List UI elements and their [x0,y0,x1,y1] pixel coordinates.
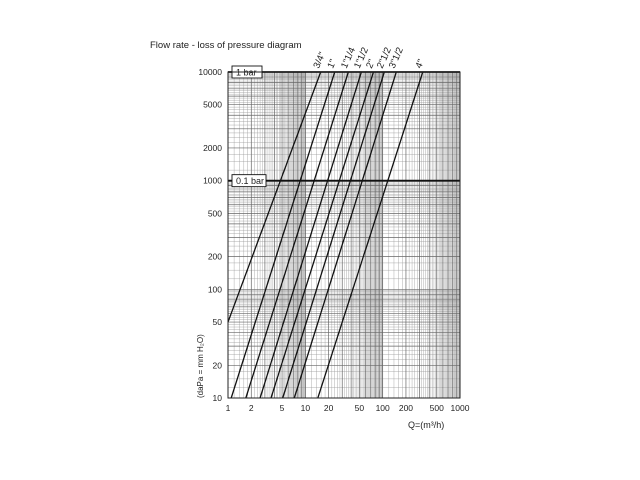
y-tick-label: 20 [213,360,223,370]
series-label: 1" [325,58,339,70]
x-tick-label: 500 [430,403,444,413]
x-axis-label: Q=(m³/h) [408,420,444,430]
x-tick-label: 10 [301,403,311,413]
minor-grid [228,72,460,398]
plot-frame [227,71,461,399]
series-line [245,71,349,399]
series-line [259,71,362,399]
series-label: 3/4" [311,51,328,71]
x-tick-label: 50 [355,403,365,413]
y-tick-label: 1000 [203,176,222,186]
y-tick-label: 200 [208,252,222,262]
x-tick-label: 1000 [451,403,470,413]
x-tick-label: 2 [249,403,254,413]
x-tick-label: 100 [376,403,390,413]
x-tick-label: 5 [280,403,285,413]
annotation-box [231,174,267,188]
series-line [230,71,336,399]
series-labels: 3/4"1" 1"1/41"1/22"2"1/23"1/2 4" [311,46,427,70]
y-tick-label: 5000 [203,100,222,110]
y-tick-label: 2000 [203,143,222,153]
series-line [227,71,322,323]
y-tick-label: 100 [208,284,222,294]
series-label: 4" [413,58,427,70]
series-line [317,71,424,399]
series-label: 2" [364,58,378,70]
x-tick-labels: 1 2 5 10 20 50 100 200 500 1000 [226,403,470,413]
y-tick-label: 50 [213,317,223,327]
x-tick-label: 20 [324,403,334,413]
major-grid [227,72,461,399]
series-line [293,71,397,399]
y-tick-labels: 10 20 50 100 200 500 1000 2000 5000 10000 [198,67,222,403]
series-line [282,71,385,399]
y-tick-label: 500 [208,208,222,218]
x-tick-label: 200 [399,403,413,413]
y-axis-label: (daPa = mm H₂O) [196,334,205,398]
series-lines [227,71,424,399]
x-tick-label: 1 [226,403,231,413]
annotation-label: 0.1 bar [236,176,264,186]
y-tick-label: 10 [213,393,223,403]
y-tick-label: 10000 [198,67,222,77]
series-line [270,71,375,399]
chart-title: Flow rate - loss of pressure diagram [150,40,302,51]
